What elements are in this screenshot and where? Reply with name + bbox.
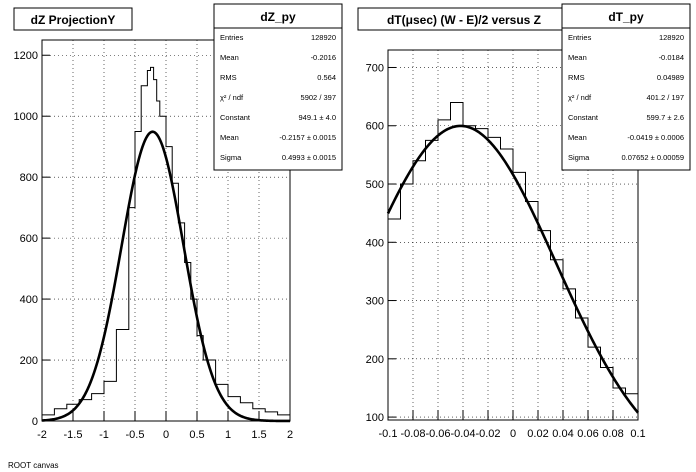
left-stats-frame (213, 3, 343, 171)
right-y-tick-label: 100 (366, 412, 384, 424)
left-y-tick-label: 1200 (14, 50, 38, 62)
right-x-tick-label: 0.02 (527, 428, 548, 440)
left-y-axis: 0 200 400 600 800 1000 1200 (14, 50, 50, 428)
footer-text: ROOT canvas (8, 461, 59, 470)
left-y-tick-label: 600 (20, 233, 38, 245)
right-stats-value: -0.0184 (659, 53, 684, 62)
left-x-tick-label: 1.5 (251, 429, 266, 441)
right-y-tick-label: 700 (366, 62, 384, 74)
right-gaussian-fit-line (386, 124, 640, 414)
left-y-tick-label: 200 (20, 355, 38, 367)
left-x-tick-label: -2 (37, 429, 47, 441)
left-chart-title: dZ ProjectionY (31, 13, 116, 27)
right-x-tick-label: 0.1 (630, 428, 645, 440)
right-stats-value: 599.7 ± 2.6 (647, 113, 684, 122)
right-x-tick-label: 0.04 (552, 428, 573, 440)
left-x-tick-label: -1 (99, 429, 109, 441)
left-stats-label: χ² / ndf (220, 93, 244, 102)
right-x-tick-label: -0.04 (450, 428, 475, 440)
right-y-tick-label: 300 (366, 296, 384, 308)
right-stats-value: 401.2 / 197 (646, 93, 684, 102)
left-fit-curve (41, 130, 290, 423)
right-y-tick-label: 200 (366, 354, 384, 366)
left-stats-label: Constant (220, 113, 251, 122)
left-y-tick-label: 400 (20, 294, 38, 306)
right-x-tick-label: -0.06 (425, 428, 450, 440)
left-stats-value: -0.2016 (311, 53, 336, 62)
right-stats-value: -0.0419 ± 0.0006 (627, 133, 684, 142)
left-y-tick-label: 800 (20, 172, 38, 184)
right-stats-label: Sigma (568, 153, 590, 162)
left-y-tick-label: 0 (32, 416, 38, 428)
right-stats-label: χ² / ndf (568, 93, 592, 102)
left-stats-box: dZ_py Entries 128920 Mean -0.2016 RMS 0.564 χ² … (213, 3, 343, 171)
left-title-box (13, 7, 133, 31)
left-x-tick-label: -0.5 (126, 429, 145, 441)
left-stats-value: 0.4993 ± 0.0015 (282, 153, 336, 162)
right-y-axis: 100 200 300 400 500 600 700 (366, 62, 396, 424)
left-histogram (42, 66, 291, 417)
right-x-tick-label: -0.1 (379, 428, 398, 440)
left-x-axis: -2 -1.5 -1 -0.5 0 0.5 1 1.5 2 (37, 411, 293, 441)
left-stats-label: Entries (220, 33, 244, 42)
left-stats-label: Mean (220, 133, 239, 142)
right-stats-label: Entries (568, 33, 592, 42)
right-stats-value: 128920 (659, 33, 684, 42)
right-y-tick-label: 400 (366, 237, 384, 249)
left-stats-label: RMS (220, 73, 237, 82)
left-pad: -2 -1.5 -1 -0.5 0 0.5 1 1.5 2 0 200 400 600 800 1000 1… (13, 3, 343, 441)
left-y-tick-label: 1000 (14, 111, 38, 123)
right-gridlines (388, 50, 638, 420)
right-stats-value: 0.07652 ± 0.00059 (621, 153, 684, 162)
left-x-tick-label: 0 (163, 429, 169, 441)
right-x-tick-label: 0 (510, 428, 516, 440)
right-stats-frame (561, 3, 691, 171)
right-y-tick-label: 500 (366, 179, 384, 191)
right-x-tick-label: -0.02 (475, 428, 500, 440)
left-stats-name: dZ_py (260, 10, 296, 24)
right-x-tick-label: -0.08 (400, 428, 425, 440)
right-y-tick-label: 600 (366, 121, 384, 133)
left-histogram-line (42, 66, 291, 417)
right-stats-label: Mean (568, 53, 587, 62)
right-fit-curve (386, 124, 640, 414)
right-stats-box: dT_py Entries 128920 Mean -0.0184 RMS 0.04989 χ… (561, 3, 691, 171)
right-x-tick-label: 0.06 (577, 428, 598, 440)
left-x-tick-label: -1.5 (64, 429, 83, 441)
left-x-tick-label: 1 (225, 429, 231, 441)
left-gaussian-fit-line (41, 130, 290, 423)
right-stats-label: Constant (568, 113, 599, 122)
right-stats-label: Mean (568, 133, 587, 142)
right-stats-value: 0.04989 (657, 73, 684, 82)
right-stats-label: RMS (568, 73, 585, 82)
left-stats-value: 128920 (311, 33, 336, 42)
right-stats-name: dT_py (608, 10, 644, 24)
left-stats-value: 949.1 ± 4.0 (299, 113, 336, 122)
left-stats-value: 5902 / 397 (301, 93, 336, 102)
left-stats-label: Mean (220, 53, 239, 62)
left-x-tick-label: 0.5 (189, 429, 204, 441)
left-stats-value: -0.2157 ± 0.0015 (279, 133, 336, 142)
left-stats-value: 0.564 (317, 73, 336, 82)
right-chart-title: dT(μsec) (W - E)/2 versus Z (387, 13, 541, 27)
left-stats-label: Sigma (220, 153, 242, 162)
right-x-tick-label: 0.08 (602, 428, 623, 440)
left-x-tick-label: 2 (287, 429, 293, 441)
right-x-axis: -0.1 -0.08 -0.06 -0.04 -0.02 0 0.02 0.04 0.06 0.0… (379, 410, 646, 440)
right-pad: -0.1 -0.08 -0.06 -0.04 -0.02 0 0.02 0.04 0.06 0.0… (357, 3, 691, 440)
